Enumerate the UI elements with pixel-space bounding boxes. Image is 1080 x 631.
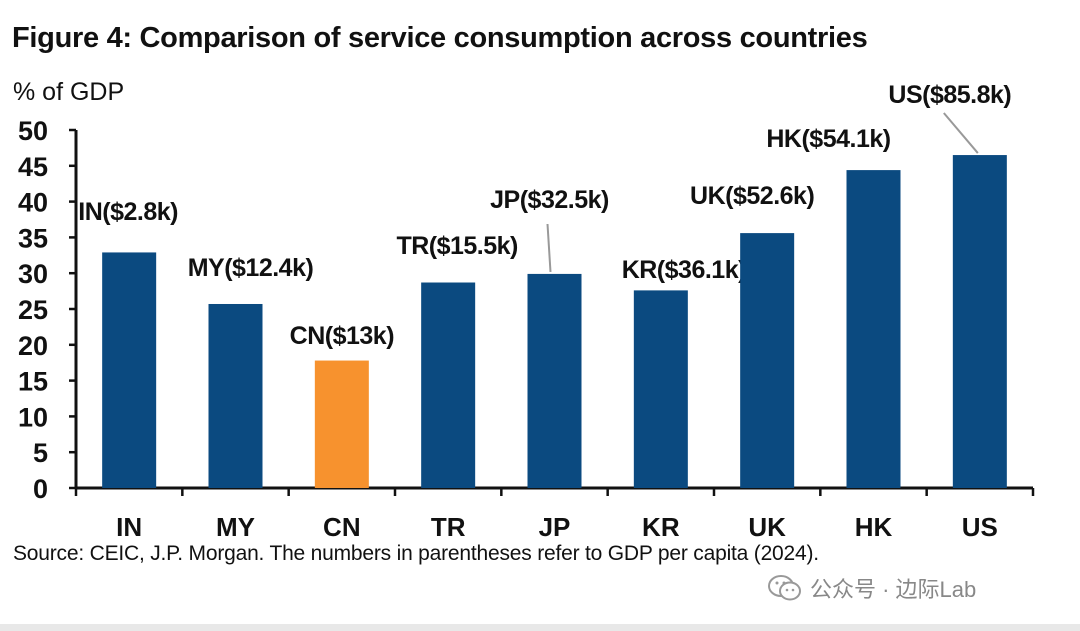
source-note: Source: CEIC, J.P. Morgan. The numbers i… (13, 542, 819, 565)
y-tick-label: 50 (18, 116, 48, 146)
data-label: HK($54.1k) (766, 125, 890, 153)
bar-uk (740, 233, 795, 488)
bar-my (208, 303, 263, 488)
data-label: TR($15.5k) (396, 232, 518, 260)
y-tick-label: 0 (33, 474, 48, 504)
data-label: IN($2.8k) (78, 198, 178, 226)
data-label: JP($32.5k) (490, 186, 609, 214)
bar-cn (314, 360, 369, 488)
bar-in (102, 252, 157, 488)
x-tick-label: MY (216, 512, 255, 540)
data-label: UK($52.6k) (690, 182, 814, 210)
y-tick-label: 20 (18, 331, 48, 361)
y-axis-label: % of GDP (13, 78, 125, 106)
y-tick-label: 25 (18, 295, 48, 325)
wechat-icon (768, 575, 801, 601)
y-tick-label: 35 (18, 223, 48, 253)
leader-line (943, 112, 979, 154)
x-tick-label: HK (855, 512, 893, 540)
bar-tr (421, 282, 476, 488)
bar-chart: 0 5 10 15 20 25 30 35 40 45 50 IN IN($2.8k) MY MY($12.… (18, 81, 1035, 540)
data-label: MY($12.4k) (188, 254, 314, 282)
chart-title: Figure 4: Comparison of service consumpt… (12, 22, 868, 54)
divider (0, 624, 1080, 631)
x-tick-label: TR (431, 512, 466, 540)
y-tick-label: 45 (18, 152, 48, 182)
x-tick-label: IN (116, 512, 142, 540)
x-tick-label: US (962, 512, 998, 540)
x-tick-label: UK (748, 512, 786, 540)
x-tick-label: JP (539, 512, 571, 540)
x-tick-label: KR (642, 512, 680, 540)
y-tick-label: 15 (18, 367, 48, 397)
y-tick-label: 5 (33, 438, 48, 468)
data-label: CN($13k) (290, 322, 395, 350)
y-tick-label: 30 (18, 259, 48, 289)
watermark: 公众号 · 边际Lab (768, 572, 976, 604)
data-label: US($85.8k) (888, 81, 1011, 109)
bar-hk (846, 170, 901, 488)
y-tick-label: 10 (18, 402, 48, 432)
watermark-text: 公众号 · 边际Lab (810, 577, 977, 602)
bar-us (952, 155, 1007, 488)
data-label: KR($36.1k) (622, 256, 746, 284)
bar-jp (527, 273, 582, 488)
y-tick-label: 40 (18, 188, 48, 218)
bar-kr (633, 290, 688, 488)
leader-line (546, 223, 552, 272)
x-tick-label: CN (323, 512, 361, 540)
